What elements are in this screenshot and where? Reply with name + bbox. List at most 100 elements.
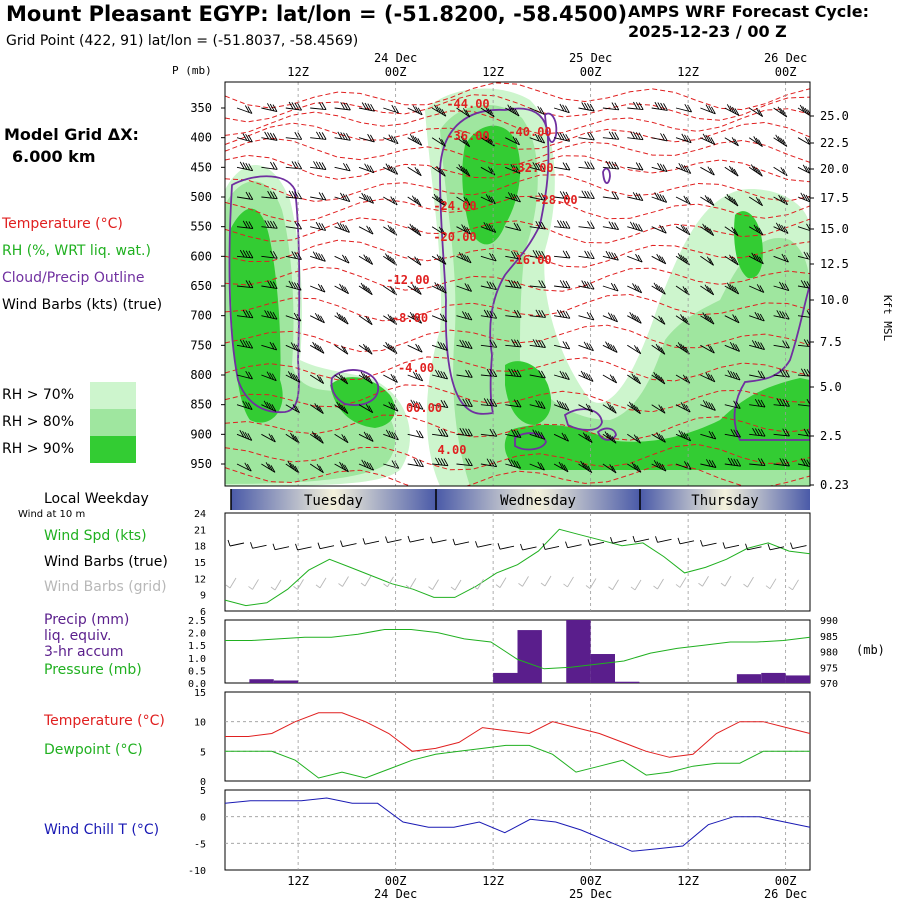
wind-barb <box>431 193 446 207</box>
wind-barb <box>334 254 350 264</box>
wind-barb <box>309 374 325 384</box>
precip-label: Precip (mm) <box>44 612 130 628</box>
wind-tick-label: 9 <box>200 591 206 602</box>
isotherm <box>225 324 810 353</box>
surface-wind-barb <box>677 537 695 545</box>
wind-barb <box>310 251 326 262</box>
wind-barb <box>651 224 667 234</box>
pressure-tick-label: 600 <box>190 249 212 263</box>
wind-barb <box>602 402 617 414</box>
rh70-swatch <box>90 382 136 409</box>
wind-barb <box>578 460 593 474</box>
wind-barb <box>602 282 619 292</box>
temperature-label: -32.00 <box>510 161 553 175</box>
grid-wind-barb <box>428 579 439 590</box>
wind-barb <box>431 104 447 117</box>
wind-barb <box>505 104 520 117</box>
cloud-outline <box>563 408 603 431</box>
wind-barb <box>456 252 472 264</box>
wind-barb <box>724 226 739 236</box>
temperature-label: Temperature (°C) <box>44 713 165 729</box>
top-hour-label: 12Z <box>482 65 504 79</box>
wind-barbs-grid-label: Wind Barbs (grid) <box>44 579 167 595</box>
cross-section-plot: -44.00 -36.00 -40.00 -32.00 -28.00 -24.00 -20.… <box>225 82 810 486</box>
cloud-outline <box>596 427 617 441</box>
wind-barb <box>407 399 424 410</box>
wind-barb <box>553 103 570 114</box>
surface-wind-barb <box>250 542 267 549</box>
wind-barb <box>724 254 739 266</box>
wind-barb <box>627 462 642 473</box>
forecast-cycle-date: 2025-12-23 / 00 Z <box>628 22 787 41</box>
grid-wind-barb <box>405 578 417 589</box>
wind-barb <box>627 373 641 385</box>
wind-barb <box>456 339 473 350</box>
wind-barb <box>334 373 349 385</box>
bottom-date-label: 24 Dec <box>374 887 417 900</box>
legend-temperature: Temperature (°C) <box>2 216 123 232</box>
surface-wind-barb <box>340 540 357 548</box>
wind-barb <box>553 461 569 473</box>
surface-wind-barb <box>542 543 560 550</box>
wind-barb <box>480 368 498 378</box>
wind-barb <box>748 224 764 236</box>
precip-bar <box>517 630 542 683</box>
wind-tick-label: 21 <box>194 525 206 536</box>
wind-barbs-true-label: Wind Barbs (true) <box>44 554 168 570</box>
wind-barb <box>236 462 252 472</box>
wind-barb <box>407 284 422 295</box>
wind-barb <box>456 427 473 437</box>
wind-barb <box>627 101 644 111</box>
wind-barb <box>236 339 254 349</box>
bottom-hour-label: 12Z <box>677 874 699 888</box>
wind-barb <box>797 251 810 260</box>
windchill-label: Wind Chill T (°C) <box>44 822 160 838</box>
wind-tick-label: 18 <box>194 542 206 553</box>
wind-barb <box>554 309 571 319</box>
wind-barb <box>797 458 810 467</box>
legend-wind-barbs: Wind Barbs (kts) (true) <box>2 297 163 313</box>
surface-wind-barb <box>295 543 312 551</box>
wind-barb <box>480 134 495 147</box>
top-date-label: 25 Dec <box>569 51 612 65</box>
wind-barb <box>651 192 668 203</box>
wind-barb <box>310 221 327 231</box>
pressure-tick-label: 800 <box>190 368 212 382</box>
wind-barb <box>310 283 326 293</box>
pressure-tick-label: 990 <box>820 616 838 627</box>
cloud-outline <box>544 112 558 143</box>
temperature-label: -20.00 <box>433 230 476 244</box>
cross-section-frame <box>224 81 811 487</box>
wind-barb <box>578 341 594 352</box>
wind-barb <box>236 220 254 229</box>
kft-tick-label: 22.5 <box>820 136 849 150</box>
grid-wind-barb <box>315 577 327 589</box>
top-hour-label: 12Z <box>287 65 309 79</box>
isotherm <box>225 266 810 292</box>
kft-tick-label: 7.5 <box>820 335 842 349</box>
wind-barb <box>480 106 495 118</box>
kft-tick-label: 12.5 <box>820 257 849 271</box>
wind-barb <box>773 166 788 177</box>
temperature-label: -24.00 <box>433 199 476 213</box>
dewpoint-line <box>225 744 810 779</box>
wind-barb <box>602 160 620 170</box>
temperature-label: -44.00 <box>446 97 489 111</box>
wind-barb <box>700 430 717 440</box>
windchill-line <box>224 797 811 852</box>
isotherm <box>225 356 810 382</box>
kft-tick-label: 0.23 <box>820 478 849 492</box>
rh90-region <box>504 378 810 470</box>
pressure-tick-label: 400 <box>190 131 212 145</box>
surface-wind-barb <box>520 543 537 551</box>
wind-barb <box>285 404 300 414</box>
rh90-swatch <box>90 436 136 463</box>
wind-barb <box>456 136 471 148</box>
precip-bar <box>736 674 762 683</box>
isotherm <box>225 443 810 471</box>
wind-barb <box>310 161 327 170</box>
legend-cloud-outline: Cloud/Precip Outline <box>2 270 145 286</box>
wind-barb <box>554 162 571 171</box>
wind-barb <box>529 339 546 348</box>
wind-barb <box>700 372 716 383</box>
